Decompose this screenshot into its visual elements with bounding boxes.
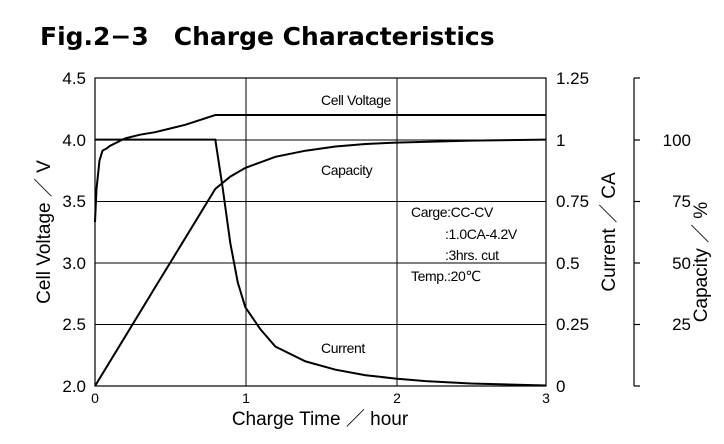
x-axis-title: Charge Time ／ hour	[232, 408, 409, 430]
capacity-series-label: Capacity	[321, 162, 373, 178]
plot-frame	[94, 77, 547, 387]
series-capacity-line	[94, 138, 547, 387]
left-tick-labels: 4.5 4.0 3.5 3.0 2.5 2.0	[62, 69, 86, 396]
capacity-tick-labels: 100 75 50 25	[663, 131, 691, 334]
annotations: Cell Voltage Capacity Current Carge:CC-C…	[321, 92, 518, 356]
x-tick-label: 1	[242, 390, 250, 406]
x-tick-labels: 0 1 2 3	[91, 390, 550, 406]
capacity-tick-label: 100	[663, 131, 691, 150]
capacity-tick-label: 25	[672, 315, 691, 334]
y-right-tick-label: 0.25	[556, 315, 589, 334]
capacity-tick-label: 75	[672, 192, 691, 211]
y-left-tick-label: 4.0	[62, 131, 86, 150]
capacity-axis-title: Capacity ／ %	[690, 202, 712, 322]
capacity-axis	[633, 77, 640, 387]
charge-condition-method: Carge:CC-CV	[411, 204, 494, 220]
cell-voltage-series-label: Cell Voltage	[321, 92, 392, 108]
x-tick-label: 2	[393, 390, 401, 406]
x-tick-label: 0	[91, 390, 99, 406]
capacity-tick-label: 50	[672, 254, 691, 273]
y-left-tick-label: 4.5	[62, 69, 86, 88]
y-right-tick-label: 0.5	[556, 254, 580, 273]
y-left-tick-label: 2.5	[62, 315, 86, 334]
y-left-tick-label: 3.0	[62, 254, 86, 273]
chart-title: Fig.2−3 Charge Characteristics	[40, 22, 495, 51]
series-cell-voltage-line	[94, 114, 546, 223]
y-right-tick-label: 0.75	[556, 192, 589, 211]
x-tick-label: 3	[542, 390, 550, 406]
temperature-label: Temp.:20℃	[411, 268, 481, 284]
y-left-tick-label: 3.5	[62, 192, 86, 211]
y-left-tick-label: 2.0	[62, 377, 86, 396]
right-tick-labels: 1.25 1 0.75 0.5 0.25 0	[556, 69, 589, 396]
y-right-tick-label: 0	[556, 377, 565, 396]
charge-condition-cutoff: :3hrs. cut	[445, 247, 499, 263]
y-right-tick-label: 1.25	[556, 69, 589, 88]
y-right-axis-title: Current ／ CA	[598, 172, 620, 292]
charge-condition-rate: :1.0CA-4.2V	[445, 226, 518, 242]
series-current-line	[95, 138, 547, 387]
y-left-axis-title: Cell Voltage ／ V	[33, 160, 55, 304]
current-series-label: Current	[321, 340, 365, 356]
y-right-tick-label: 1	[556, 131, 565, 150]
